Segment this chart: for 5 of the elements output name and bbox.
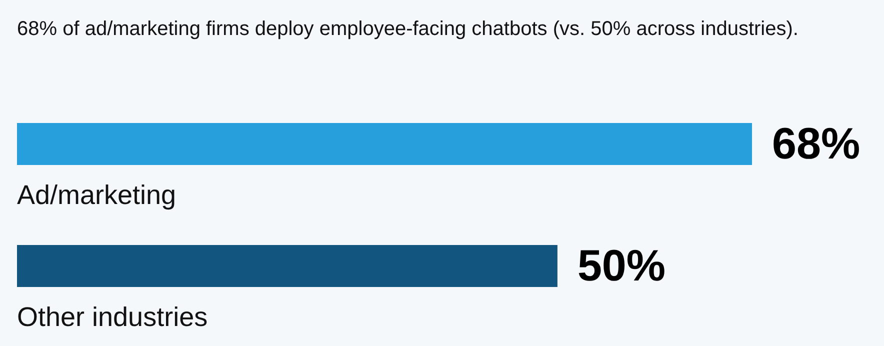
y-tick-label: Other industries	[17, 302, 208, 332]
data-label: 68%	[772, 120, 860, 168]
y-tick-label: Ad/marketing	[17, 180, 176, 210]
data-label: 50%	[577, 242, 666, 290]
chart-title: 68% of ad/marketing firms deploy employee-facing chatbots (vs. 50% across industries).	[17, 17, 800, 42]
